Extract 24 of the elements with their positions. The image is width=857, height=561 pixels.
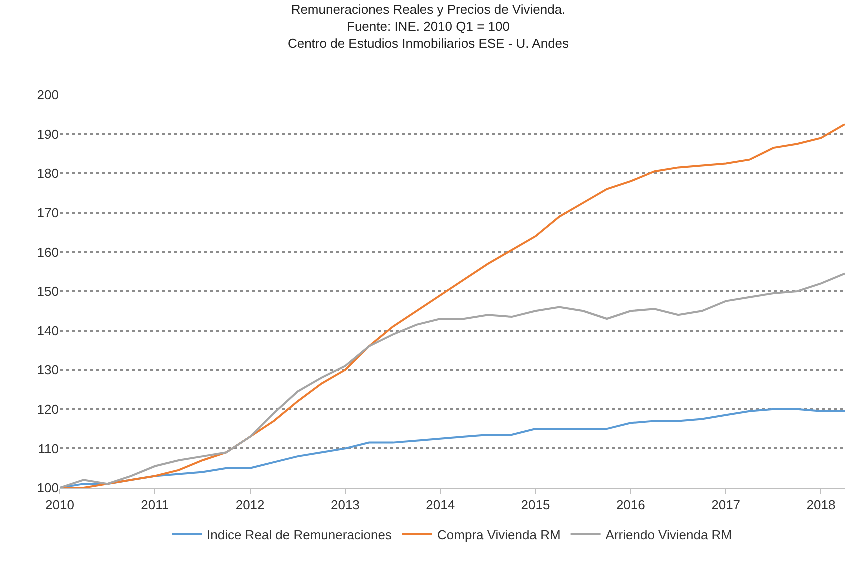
- y-tick-label: 170: [37, 205, 59, 220]
- x-tick-label: 2014: [426, 498, 456, 513]
- chart-title: Remuneraciones Reales y Precios de Vivienda. Fuente: INE. 2010 Q1 = 100 Centro de Estudios Inmobiliarios ESE - U. Andes: [288, 2, 570, 51]
- y-tick-label: 160: [37, 244, 59, 260]
- x-tick-label: 2013: [330, 498, 360, 513]
- y-tick-label: 110: [38, 441, 59, 456]
- legend-label: Indice Real de Remuneraciones: [207, 527, 392, 542]
- x-tick-label: 2010: [46, 498, 74, 513]
- y-tick-label: 150: [37, 284, 59, 300]
- legend-label: Compra Vivienda RM: [437, 527, 561, 542]
- y-tick-label: 120: [37, 402, 59, 417]
- x-tick-label: 2012: [236, 498, 265, 513]
- y-tick-label: 190: [37, 126, 59, 142]
- y-tick-label: 100: [37, 480, 59, 496]
- y-tick-label: 140: [37, 323, 59, 338]
- y-tick-label: 200: [37, 88, 59, 103]
- x-tick-label: 2016: [616, 498, 646, 513]
- x-tick-label: 2017: [712, 498, 741, 513]
- legend-label: Arriendo Vivienda RM: [606, 527, 732, 542]
- y-tick-label: 130: [37, 362, 59, 378]
- x-tick-label: 2015: [521, 498, 550, 513]
- y-tick-label: 180: [37, 166, 59, 182]
- x-tick-label: 2011: [141, 498, 170, 513]
- x-tick-label: 2018: [806, 498, 836, 513]
